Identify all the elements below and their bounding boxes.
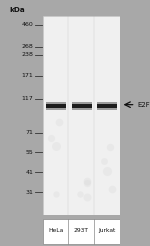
Bar bbox=[43, 219, 120, 244]
Point bbox=[109, 145, 112, 149]
Text: 171: 171 bbox=[22, 73, 33, 78]
Bar bbox=[97, 106, 117, 110]
Text: 71: 71 bbox=[26, 130, 33, 135]
Point bbox=[50, 136, 52, 140]
Point bbox=[106, 169, 108, 172]
Text: 55: 55 bbox=[26, 150, 33, 155]
Text: kDa: kDa bbox=[9, 7, 25, 13]
Text: Jurkat: Jurkat bbox=[98, 228, 116, 233]
Text: HeLa: HeLa bbox=[48, 228, 63, 233]
Bar bbox=[97, 104, 117, 108]
Text: 238: 238 bbox=[21, 52, 33, 57]
Text: 460: 460 bbox=[22, 22, 33, 28]
Bar bbox=[46, 106, 66, 110]
Point bbox=[58, 120, 60, 124]
Point bbox=[86, 181, 88, 184]
Bar bbox=[97, 102, 117, 107]
Point bbox=[102, 159, 105, 163]
Point bbox=[86, 195, 88, 199]
Bar bbox=[72, 106, 92, 110]
Bar bbox=[46, 104, 66, 108]
Point bbox=[111, 187, 114, 191]
Text: 293T: 293T bbox=[74, 228, 89, 233]
Point bbox=[55, 144, 57, 148]
Text: 31: 31 bbox=[26, 190, 33, 195]
Bar bbox=[72, 104, 92, 108]
Bar bbox=[72, 102, 92, 107]
Point bbox=[55, 192, 57, 196]
Text: 41: 41 bbox=[26, 170, 33, 175]
Bar bbox=[46, 102, 66, 107]
Text: 117: 117 bbox=[22, 96, 33, 101]
Point bbox=[79, 192, 81, 196]
Point bbox=[86, 179, 88, 183]
Text: 268: 268 bbox=[22, 44, 33, 49]
Text: E2F8: E2F8 bbox=[137, 102, 150, 108]
